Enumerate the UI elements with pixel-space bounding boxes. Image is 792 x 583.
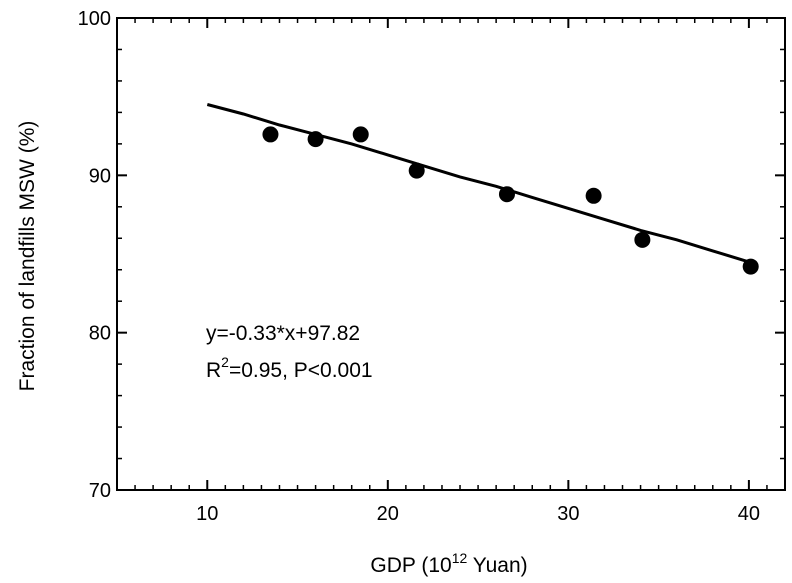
r-symbol: R	[206, 359, 221, 382]
y-axis-title: Fraction of landfills MSW (%)	[16, 121, 39, 392]
x-axis-title-unit: Yuan)	[467, 554, 527, 577]
y-tick-label: 90	[89, 165, 111, 187]
data-point	[262, 126, 279, 143]
x-axis-title-exponent: 12	[452, 550, 468, 566]
plot-frame	[116, 17, 786, 491]
y-tick-label: 70	[89, 480, 111, 502]
data-point	[307, 131, 324, 148]
y-tick-labels: 70 80 90 100	[78, 8, 111, 502]
x-axis-title-base: GDP (10	[370, 554, 451, 577]
y-tick-label: 80	[89, 323, 111, 345]
x-tick-label: 20	[377, 503, 399, 525]
r-superscript: 2	[221, 354, 229, 370]
major-ticks	[117, 17, 785, 491]
x-tick-labels: 10 20 30 40	[196, 503, 760, 525]
x-tick-label: 40	[738, 503, 760, 525]
x-tick-label: 30	[557, 503, 579, 525]
data-point	[742, 258, 759, 275]
data-point	[352, 126, 369, 143]
x-tick-label: 10	[196, 503, 218, 525]
data-point	[408, 162, 425, 179]
r-squared-label: R2=0.95, P<0.001	[206, 354, 373, 382]
regression-line	[206, 103, 750, 264]
minor-ticks	[116, 18, 786, 490]
x-axis-title: GDP (1012 Yuan)	[370, 550, 527, 577]
data-point	[634, 231, 651, 248]
y-tick-label: 100	[78, 8, 111, 30]
data-point	[585, 187, 602, 204]
data-points	[262, 126, 759, 275]
equation-label: y=-0.33*x+97.82	[206, 322, 360, 345]
data-point	[498, 186, 515, 203]
r-stats: =0.95, P<0.001	[229, 359, 373, 382]
